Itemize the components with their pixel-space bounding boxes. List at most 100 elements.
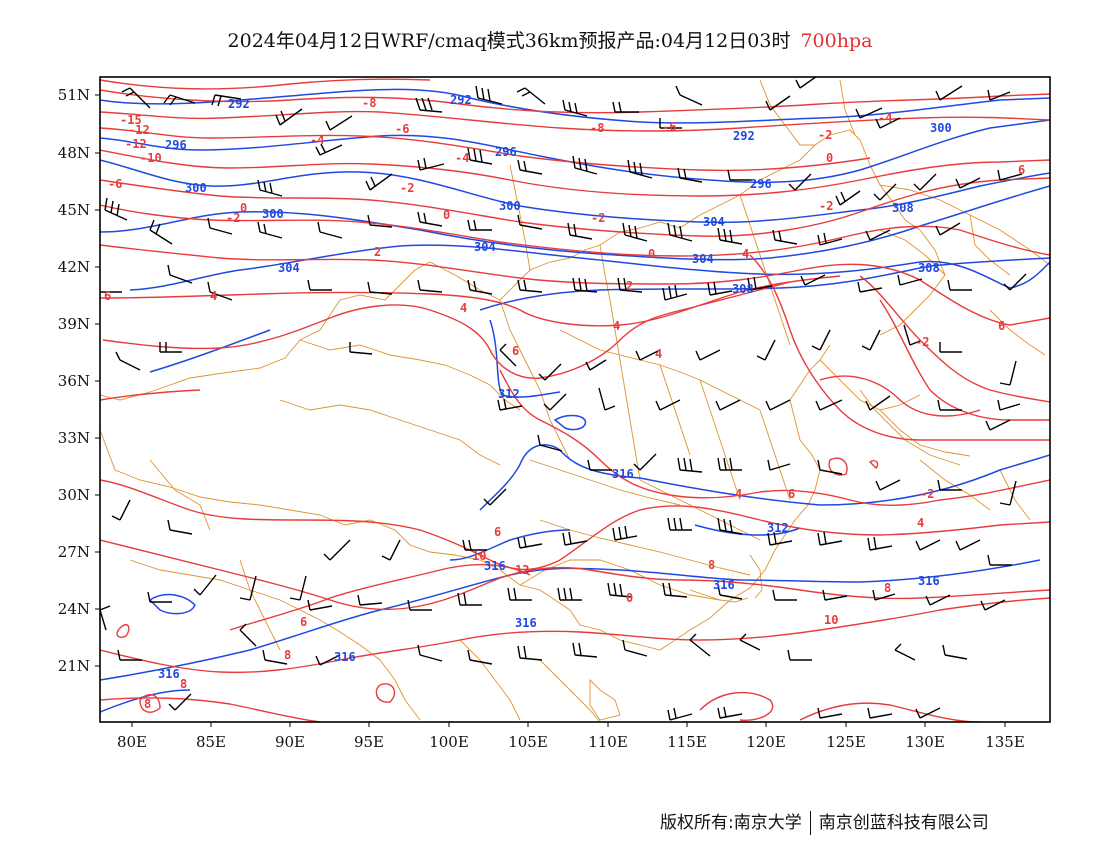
temp-label: -2 [226, 211, 240, 225]
temp-label: 2 [374, 245, 381, 259]
temp-label: -12 [128, 123, 150, 137]
temp-label: -6 [395, 122, 409, 136]
wind-barbs [100, 77, 1027, 721]
temp-label: -10 [140, 151, 162, 165]
temp-label: 6 [104, 289, 111, 303]
map-frame [99, 76, 1051, 723]
lat-label: 30N [58, 486, 90, 504]
temp-label: 10 [824, 613, 838, 627]
lat-label: 48N [58, 144, 90, 162]
temp-label: 6 [512, 344, 519, 358]
temp-label: 8 [284, 648, 291, 662]
copyright-text: 版权所有:南京大学 [660, 813, 802, 833]
temp-label: -4 [878, 111, 892, 125]
axis-ticks [95, 94, 1006, 727]
temperature-contours [100, 78, 1050, 722]
temp-label: 8 [884, 581, 891, 595]
temp-label: 8 [708, 558, 715, 572]
temp-label: 6 [998, 319, 1005, 333]
gph-label: 316 [334, 650, 356, 664]
temp-label: -12 [125, 137, 147, 151]
temp-label: -2 [400, 181, 414, 195]
gph-label: 316 [612, 467, 634, 481]
map-title: 2024年04月12日WRF/cmaq模式36km预报产品:04月12日03时 7… [0, 26, 1100, 53]
gph-label: 300 [185, 181, 207, 195]
lon-label: 110E [588, 733, 628, 751]
temp-label: 4 [735, 487, 742, 501]
temp-label: 8 [180, 677, 187, 691]
lon-label: 115E [667, 733, 707, 751]
gph-label: 304 [474, 240, 496, 254]
temp-label: -4 [310, 133, 324, 147]
latitude-labels: 51N 48N 45N 42N 39N 36N 33N 30N 27N 24N … [58, 86, 90, 675]
gph-label: 308 [892, 201, 914, 215]
temp-label: 4 [742, 247, 749, 261]
lon-label: 85E [196, 733, 226, 751]
lon-label: 125E [826, 733, 866, 751]
gph-label: 300 [930, 121, 952, 135]
lon-label: 80E [117, 733, 147, 751]
temp-label: -8 [590, 121, 604, 135]
temp-label: -2 [591, 211, 605, 225]
gph-label: 304 [703, 215, 725, 229]
temp-label: 6 [1018, 163, 1025, 177]
temp-label: 6 [494, 525, 501, 539]
title-main: 2024年04月12日WRF/cmaq模式36km预报产品:04月12日03时 [227, 30, 791, 52]
contour-labels: 292 292 292 296 296 296 300 300 300 300 … [104, 93, 1025, 711]
lon-label: 100E [429, 733, 469, 751]
temp-label: -2 [818, 128, 832, 142]
lat-label: 21N [58, 657, 90, 675]
temp-label: 12 [515, 563, 529, 577]
lon-label: 90E [275, 733, 305, 751]
gph-label: 304 [692, 252, 714, 266]
company-name: 南京创蓝科技有限公司 [818, 813, 989, 833]
gph-label: 292 [228, 97, 250, 111]
temp-label: 4 [655, 347, 662, 361]
temp-label: 6 [788, 487, 795, 501]
lon-label: 105E [508, 733, 548, 751]
temp-label: 8 [144, 697, 151, 711]
temp-label: 4 [210, 289, 217, 303]
temp-label: 4 [917, 516, 924, 530]
gph-label: 316 [918, 574, 940, 588]
gph-label: 296 [165, 138, 187, 152]
gph-label: 316 [515, 616, 537, 630]
lon-label: 120E [746, 733, 786, 751]
boundary-layer [100, 79, 1050, 722]
gph-label: 296 [495, 145, 517, 159]
gph-label: 316 [158, 667, 180, 681]
temp-label: 0 [443, 208, 450, 222]
lat-label: 42N [58, 258, 90, 276]
temp-label: 6 [300, 615, 307, 629]
temp-label: -6 [662, 120, 676, 134]
gph-label: 300 [499, 199, 521, 213]
temp-label: -15 [120, 113, 142, 127]
lon-label: 130E [905, 733, 945, 751]
lat-label: 24N [58, 600, 90, 618]
lat-label: 36N [58, 372, 90, 390]
temp-label: -8 [362, 96, 376, 110]
gph-label: 308 [918, 261, 940, 275]
lat-label: 45N [58, 201, 90, 219]
gph-label: 312 [767, 521, 789, 535]
temp-label: 0 [626, 591, 633, 605]
lat-label: 33N [58, 429, 90, 447]
longitude-labels: 80E 85E 90E 95E 100E 105E 110E 115E 120E… [117, 733, 1025, 751]
temp-label: 0 [648, 247, 655, 261]
gph-label: 316 [484, 559, 506, 573]
gph-label: 308 [732, 282, 754, 296]
footer: 版权所有:南京大学 南京创蓝科技有限公司 [660, 808, 989, 835]
lon-label: 95E [354, 733, 384, 751]
pressure-level-label: 700hpa [800, 30, 873, 52]
gph-label: 300 [262, 207, 284, 221]
temp-label: 4 [613, 319, 620, 333]
temp-label: -2 [819, 199, 833, 213]
gph-label: 304 [278, 261, 300, 275]
lat-label: 27N [58, 543, 90, 561]
gph-label: 292 [450, 93, 472, 107]
temp-label: 0 [240, 201, 247, 215]
temp-label: 2 [626, 279, 633, 293]
gph-label: 312 [498, 387, 520, 401]
gph-label: 316 [713, 578, 735, 592]
